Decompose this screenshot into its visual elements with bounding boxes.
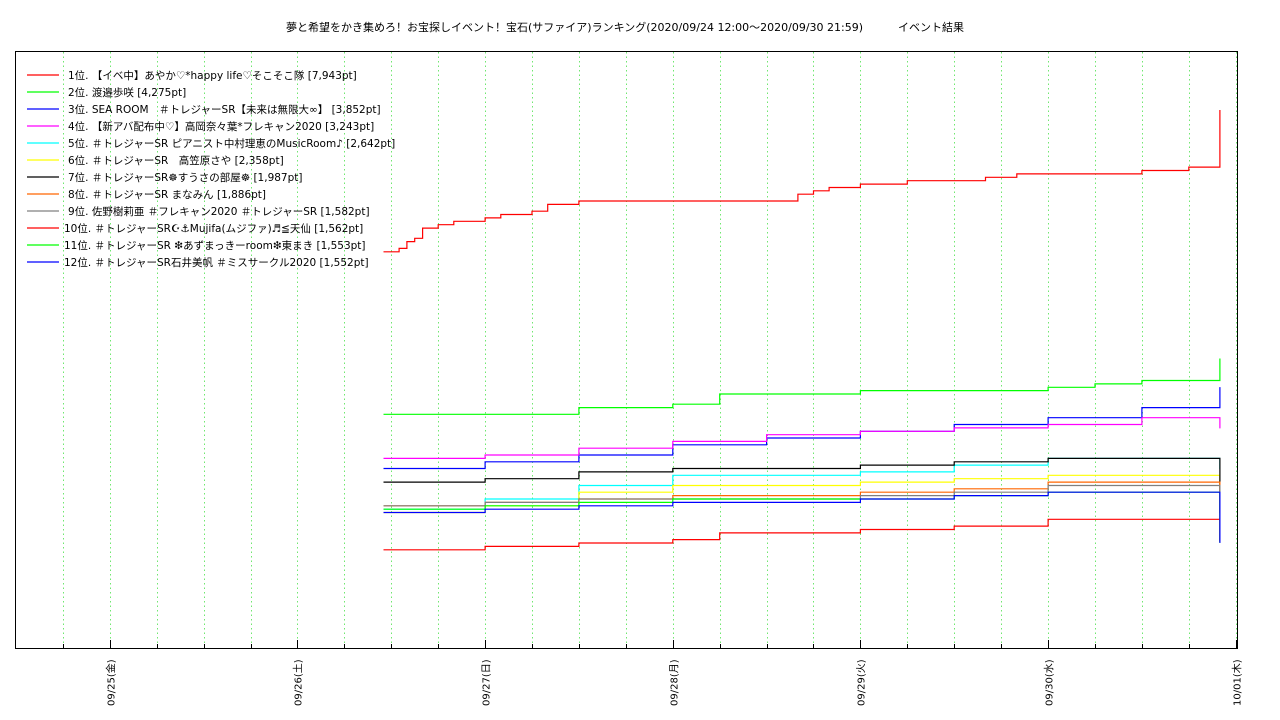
- series-line-1: [383, 110, 1221, 253]
- legend-label-10: 10位. ＃トレジャーSR☪⚓Mujifa(ムジファ)♬≦天仙 [1,562pt…: [64, 222, 363, 235]
- series-lines: [383, 110, 1221, 551]
- legend-label-2: 2位. 渡邉歩咲 [4,275pt]: [68, 86, 186, 99]
- series-line-4: [383, 417, 1221, 459]
- x-axis: 09/25(金) 09/26(土) 09/27(日) 09/28(月) 09/29(火)…: [63, 640, 1244, 706]
- legend-label-8: 8位. ＃トレジャーSR まなみん [1,886pt]: [68, 188, 266, 201]
- series-line-10: [383, 518, 1221, 551]
- legend: 1位. 【イベ中】あやか♡*happy life♡そこそこ隊 [7,943pt]…: [27, 69, 395, 269]
- x-tick-label: 09/28(月): [669, 659, 681, 706]
- x-tick-label: 09/26(土): [292, 659, 305, 706]
- x-tick-label: 09/27(日): [482, 659, 493, 706]
- legend-label-5: 5位. ＃トレジャーSR ピアニスト中村理恵のMusicRoom♪ [2,642…: [68, 137, 395, 150]
- legend-label-1: 1位. 【イベ中】あやか♡*happy life♡そこそこ隊 [7,943pt]: [68, 69, 357, 82]
- legend-label-9: 9位. 佐野樹莉亜 ＃フレキャン2020 ＃トレジャーSR [1,582pt]: [68, 205, 370, 218]
- legend-label-6: 6位. ＃トレジャーSR 高笠原さや [2,358pt]: [68, 154, 284, 167]
- x-tick-label: 09/29(火): [856, 659, 868, 706]
- legend-label-11: 11位. ＃トレジャーSR ❇あずまっきーroom❇東まき [1,553pt]: [64, 239, 366, 252]
- grid: [63, 52, 1237, 648]
- x-tick-label: 09/30(水): [1044, 659, 1056, 706]
- chart-title: 夢と希望をかき集めろ！お宝探しイベント！宝石(サファイア)ランキング(2020/…: [286, 21, 964, 34]
- legend-label-3: 3位. SEA ROOM ＃トレジャーSR【未来は無限大∞】 [3,852pt]: [68, 103, 381, 116]
- series-line-7: [383, 457, 1221, 514]
- x-tick-label: 10/01(木): [1232, 659, 1244, 706]
- legend-label-4: 4位. 【新アバ配布中♡】高岡奈々葉*フレキャン2020 [3,243pt]: [68, 120, 374, 133]
- series-line-12: [383, 491, 1221, 543]
- series-line-2: [383, 358, 1221, 415]
- legend-label-7: 7位. ＃トレジャーSR☸すうさの部屋☸ [1,987pt]: [68, 171, 303, 184]
- legend-label-12: 12位. ＃トレジャーSR石井美帆 ＃ミスサークル2020 [1,552pt]: [64, 256, 369, 269]
- x-tick-label: 09/25(金): [105, 659, 118, 706]
- series-line-9: [383, 484, 1221, 541]
